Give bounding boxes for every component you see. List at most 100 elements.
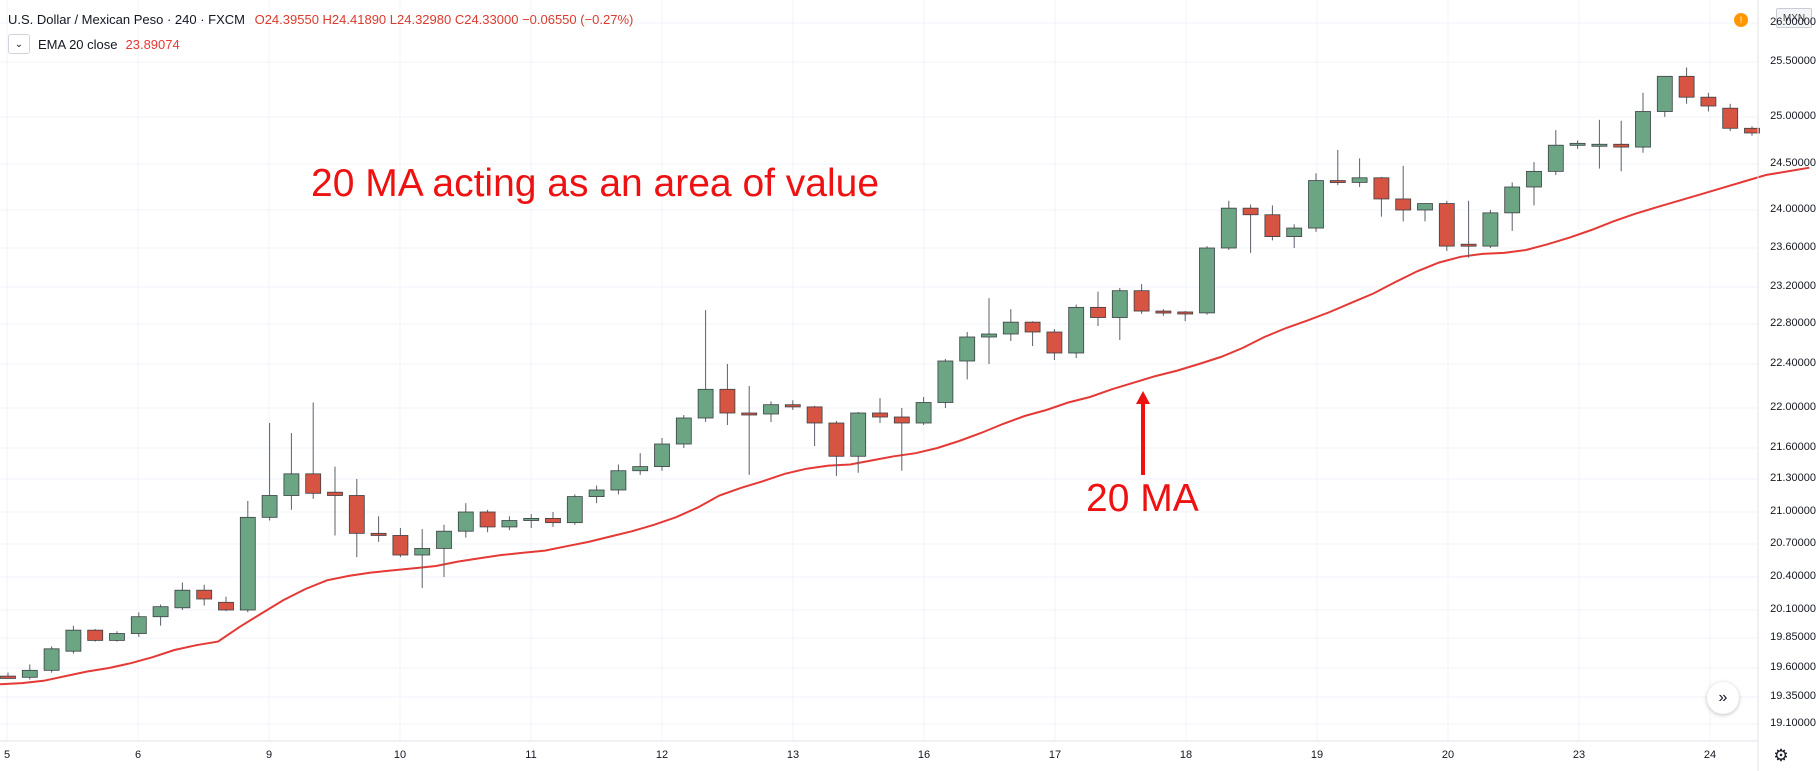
- candle-body-bull: [261, 495, 278, 518]
- candle: [654, 438, 670, 471]
- candle: [1264, 205, 1281, 241]
- candle: [1024, 321, 1041, 346]
- price-axis-label: 20.40000: [1770, 570, 1816, 582]
- candle: [1569, 140, 1586, 149]
- candle-body-bull: [1199, 247, 1215, 314]
- candle: [719, 364, 736, 425]
- candle: [1613, 120, 1630, 172]
- candle-body-bear: [348, 495, 365, 534]
- candle: [1700, 92, 1717, 112]
- candle-body-bull: [523, 518, 540, 521]
- candle-body-bear: [1722, 107, 1739, 129]
- candle: [937, 359, 954, 408]
- candle-body-bull: [1635, 111, 1651, 148]
- candle-body-bull: [1286, 227, 1303, 238]
- candle-body-bull: [915, 402, 932, 424]
- candle: [545, 512, 561, 527]
- time-axis-label: 19: [1310, 749, 1324, 761]
- candle-body-bear: [1395, 198, 1412, 211]
- time-axis-label: 16: [917, 749, 931, 761]
- candle-body-bull: [588, 489, 605, 497]
- candle: [21, 664, 38, 680]
- candle: [261, 423, 278, 521]
- candle: [152, 604, 169, 626]
- candle-body-bear: [196, 589, 213, 600]
- candle-body-bull: [1220, 207, 1237, 249]
- candle: [1656, 75, 1673, 117]
- candle: [87, 629, 104, 642]
- candle: [523, 514, 540, 528]
- candle-body-bear: [1700, 96, 1717, 107]
- candle-body-bull: [65, 629, 82, 652]
- candle: [850, 412, 867, 473]
- candle-body-bear: [872, 412, 888, 418]
- candle-body-bull: [959, 336, 976, 362]
- time-axis-label: 23: [1572, 749, 1586, 761]
- candle: [1329, 149, 1346, 186]
- candle: [0, 672, 16, 679]
- candle-body-bull: [675, 417, 692, 445]
- candle: [1220, 200, 1237, 250]
- collapse-legend-button[interactable]: ⌄: [8, 34, 30, 54]
- candle-body-bull: [43, 648, 60, 671]
- candle: [893, 408, 910, 471]
- time-axis-label: 12: [655, 749, 669, 761]
- candle-body-bull: [1526, 170, 1542, 188]
- scroll-to-realtime-button[interactable]: »: [1707, 682, 1739, 714]
- price-axis-label: 19.10000: [1770, 717, 1816, 729]
- candle-body-bull: [1002, 321, 1019, 335]
- gear-icon[interactable]: ⚙: [1773, 746, 1789, 765]
- candle-body-bear: [741, 412, 758, 416]
- candle-body-bull: [1569, 142, 1586, 146]
- candle-body-bull: [981, 333, 997, 338]
- candle: [1744, 126, 1760, 136]
- candle-body-bull: [850, 412, 867, 457]
- candle-body-bull: [1482, 212, 1499, 247]
- candle: [1417, 203, 1433, 222]
- annotation-arrow: [1136, 391, 1150, 475]
- symbol-legend: U.S. Dollar / Mexican Peso · 240 · FXCM …: [8, 12, 633, 27]
- candle-body-bull: [1111, 290, 1128, 318]
- price-axis-label: 26.00000: [1770, 16, 1816, 28]
- candle-body-bear: [1613, 143, 1630, 148]
- candle: [1635, 92, 1651, 153]
- candle-body-bull: [283, 473, 300, 496]
- candle: [348, 479, 365, 558]
- candle: [130, 612, 147, 637]
- candle-body-bear: [1090, 306, 1106, 318]
- price-axis-label: 25.00000: [1770, 110, 1816, 122]
- candle-body-bear: [784, 404, 801, 408]
- candle-body-bear: [218, 601, 234, 611]
- alert-icon[interactable]: !: [1734, 13, 1748, 27]
- candle: [1547, 130, 1564, 176]
- candle: [392, 528, 409, 558]
- candle-body-bull: [1417, 203, 1433, 211]
- candle: [1111, 287, 1128, 340]
- candle-body-bull: [174, 589, 191, 609]
- candle: [327, 466, 343, 536]
- candle-body-bear: [305, 473, 322, 494]
- price-axis-label: 24.00000: [1770, 203, 1816, 215]
- candle: [239, 501, 256, 613]
- candle: [1591, 119, 1608, 169]
- candle: [1090, 291, 1106, 326]
- candle-body-bull: [654, 443, 670, 468]
- candle-body-bear: [1678, 75, 1695, 98]
- candle-body-bear: [1438, 203, 1455, 247]
- candle-body-bull: [130, 616, 147, 634]
- currency-badge[interactable]: MXN: [1776, 8, 1812, 28]
- price-axis-label: 21.00000: [1770, 505, 1816, 517]
- candle: [1155, 309, 1172, 316]
- candle: [872, 398, 888, 423]
- symbol-title: U.S. Dollar / Mexican Peso · 240 · FXCM: [8, 12, 245, 27]
- candle-body-bear: [1046, 331, 1063, 354]
- price-axis-label: 21.60000: [1770, 441, 1816, 453]
- candle-body-bear: [1177, 311, 1194, 315]
- candle: [1286, 224, 1303, 248]
- candle-body-bear: [1744, 127, 1760, 134]
- candle: [806, 405, 823, 446]
- candle: [1395, 165, 1412, 222]
- price-axis-label: 22.00000: [1770, 401, 1816, 413]
